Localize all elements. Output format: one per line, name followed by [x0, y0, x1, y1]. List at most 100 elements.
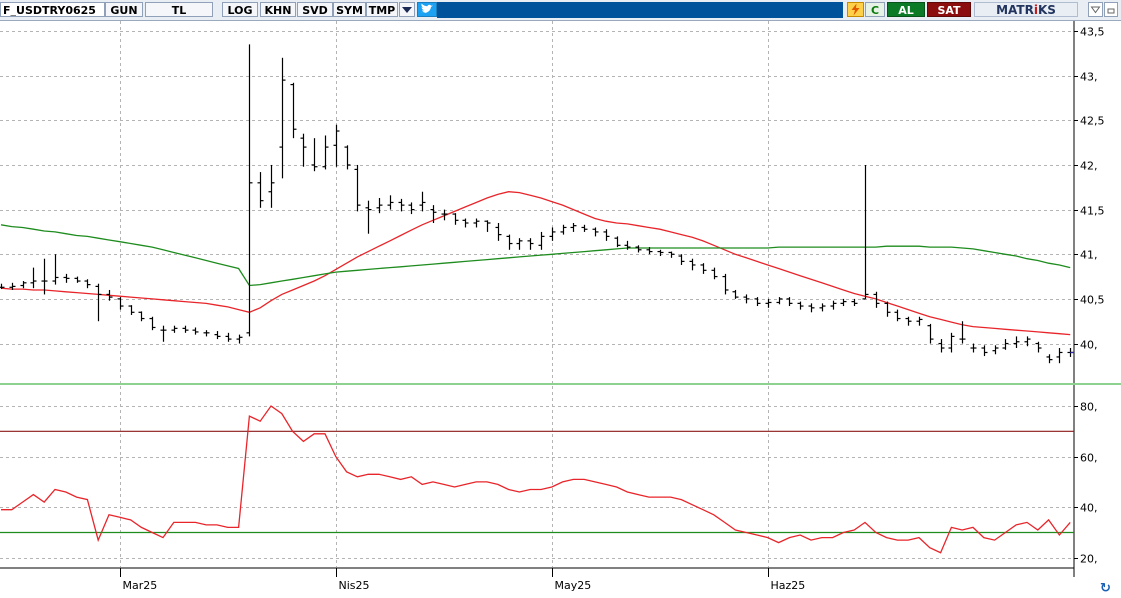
brand-suffix: KS [1037, 3, 1056, 17]
osc-tick-label: 60, [1080, 452, 1098, 465]
ohlc-bar [905, 316, 912, 326]
ohlc-bar [268, 164, 275, 208]
price-tick-label: 43,5 [1080, 26, 1105, 39]
ohlc-bar [732, 289, 739, 299]
ohlc-bar [506, 234, 513, 250]
ohlc-bar [74, 276, 81, 283]
month-label: Nis25 [339, 579, 370, 592]
oscillator-line [1, 405, 1071, 554]
svd-button[interactable]: SVD [297, 2, 333, 17]
ohlc-bar [678, 254, 685, 265]
ohlc-bar [592, 227, 599, 237]
minimize-icon[interactable] [1104, 2, 1118, 17]
osc-tick-label: 40, [1080, 502, 1098, 515]
ohlc-bar [581, 224, 588, 232]
ohlc-bar [786, 297, 793, 307]
price-tick-label: 42,5 [1080, 115, 1105, 128]
ohlc-bar [538, 231, 545, 250]
price-tick-label: 41, [1080, 249, 1098, 262]
triangle-down-icon[interactable] [1088, 2, 1103, 17]
ohlc-bar [830, 300, 837, 310]
ohlc-bar [797, 301, 804, 310]
ohlc-bar [722, 273, 729, 295]
ohlc-bar [754, 297, 761, 307]
ohlc-bar [430, 205, 437, 223]
ohlc-bar [311, 138, 318, 172]
ohlc-bar [992, 345, 999, 355]
sym-button[interactable]: SYM [333, 2, 366, 17]
price-tick-label: 40,5 [1080, 294, 1105, 307]
ohlc-bar [41, 258, 48, 295]
ohlc-bar [981, 345, 988, 357]
symbol-field[interactable]: F_USDTRY0625 [0, 2, 105, 17]
ohlc-bar [462, 218, 469, 228]
ohlc-bar [128, 305, 135, 315]
ohlc-bar [927, 323, 934, 344]
ohlc-bar [884, 301, 891, 317]
ohlc-bar [635, 245, 642, 253]
ohlc-bar [614, 236, 621, 248]
ohlc-bar [84, 279, 91, 289]
ohlc-bar [484, 220, 491, 232]
ohlc-bar [20, 281, 27, 289]
c-button[interactable]: C [865, 2, 885, 17]
ohlc-bar [819, 303, 826, 312]
ohlc-bar [549, 227, 556, 241]
month-label: Haz25 [771, 579, 806, 592]
ohlc-bar [916, 316, 923, 326]
ohlc-bar [700, 263, 707, 274]
ohlc-bar [203, 330, 210, 337]
khn-button[interactable]: KHN [260, 2, 296, 17]
ohlc-bar [948, 332, 955, 353]
tmp-button[interactable]: TMP [366, 2, 398, 17]
ohlc-bar [398, 198, 405, 212]
price-tick-label: 43, [1080, 71, 1098, 84]
sell-button[interactable]: SAT [927, 2, 971, 17]
ohlc-bar [192, 327, 199, 335]
ohlc-bar [387, 195, 394, 210]
ohlc-bar [743, 294, 750, 304]
ohlc-bar [300, 133, 307, 167]
ohlc-bar [138, 311, 145, 322]
ohlc-bar [408, 202, 415, 215]
price-tick-label: 41,5 [1080, 205, 1105, 218]
ohlc-bar [236, 334, 243, 344]
ohlc-bar [149, 316, 156, 331]
ohlc-bar [246, 44, 253, 337]
currency-button[interactable]: TL [145, 2, 213, 17]
twitter-bird-icon[interactable] [417, 2, 437, 17]
dropdown-arrow-icon[interactable] [399, 2, 415, 17]
ohlc-bar [419, 191, 426, 212]
ohlc-bar [473, 218, 480, 228]
refresh-icon[interactable]: ↻ [1100, 581, 1111, 596]
price-tick-label: 42, [1080, 160, 1098, 173]
ohlc-bar [938, 339, 945, 353]
ohlc-bar [182, 325, 189, 333]
ohlc-bar [1013, 336, 1020, 349]
ohlc-bar [668, 251, 675, 258]
ohlc-bar [765, 298, 772, 308]
ohlc-bar [290, 82, 297, 139]
ohlc-bar [657, 249, 664, 257]
ohlc-bar [603, 229, 610, 241]
ohlc-bar [63, 273, 70, 283]
ohlc-bar [1002, 339, 1009, 350]
price-tick-label: 40, [1080, 339, 1098, 352]
ohlc-bar [1024, 336, 1031, 347]
log-scale-button[interactable]: LOG [222, 2, 258, 17]
ohlc-bar [959, 321, 966, 344]
buy-button[interactable]: AL [887, 2, 925, 17]
period-button[interactable]: GUN [105, 2, 143, 17]
ohlc-bar [495, 222, 502, 241]
ohlc-bar [970, 343, 977, 353]
ohlc-bar [30, 267, 37, 289]
ohlc-bar [624, 240, 631, 250]
lightning-icon[interactable] [847, 2, 864, 17]
ohlc-bar [516, 238, 523, 250]
ohlc-bar [873, 291, 880, 308]
ohlc-bar [106, 289, 113, 301]
ohlc-bar [840, 298, 847, 307]
ohlc-bar [570, 222, 577, 232]
ohlc-bar [689, 258, 696, 271]
osc-tick-label: 80, [1080, 401, 1098, 414]
